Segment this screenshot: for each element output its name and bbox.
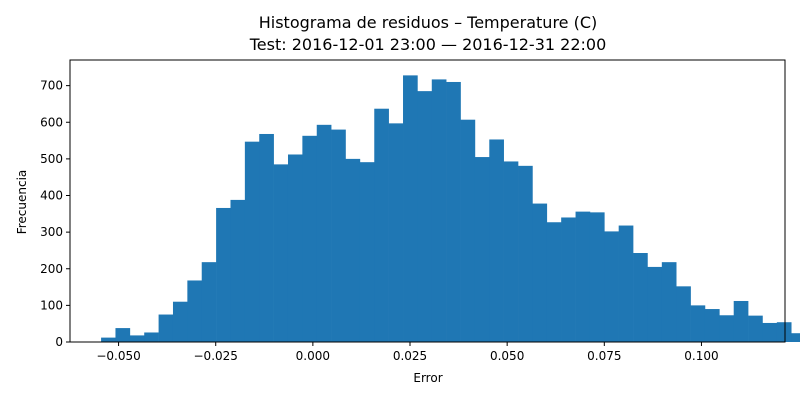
y-tick-label: 200 — [40, 262, 63, 276]
plot-frame — [69, 59, 786, 343]
histogram-bar — [561, 217, 576, 342]
histogram-bar — [604, 231, 619, 342]
histogram-bar — [690, 305, 706, 342]
histogram-bar — [172, 301, 188, 342]
chart-title: Histograma de residuos – Temperature (C) — [259, 13, 598, 32]
histogram-bar — [575, 211, 591, 342]
histogram-bar — [633, 253, 648, 342]
histogram-bar — [748, 315, 763, 342]
histogram-bar — [158, 314, 174, 342]
histogram-bar — [115, 328, 131, 342]
histogram-bar — [776, 322, 792, 342]
histogram-bar — [676, 286, 691, 342]
histogram-bar — [474, 157, 490, 342]
histogram-bar — [546, 222, 562, 342]
histogram-bar — [733, 300, 749, 342]
histogram-bar — [489, 139, 504, 342]
histogram-bar — [417, 91, 433, 342]
y-axis-label: Frecuencia — [15, 170, 29, 235]
histogram-bar — [762, 322, 778, 342]
x-tick-label: −0.050 — [96, 349, 140, 363]
y-axis-ticks: 0 100 200 300 400 500 600 700 — [40, 79, 70, 349]
histogram-bar — [431, 79, 447, 342]
x-tick-label: 0.100 — [684, 349, 718, 363]
chart-subtitle: Test: 2016-12-01 23:00 — 2016-12-31 22:0… — [249, 35, 607, 54]
bars-group — [101, 75, 800, 342]
histogram-bar — [187, 280, 203, 342]
histogram-bar — [259, 133, 274, 342]
histogram-bar — [532, 203, 548, 342]
histogram-bar — [273, 164, 289, 342]
histogram-bar — [129, 335, 145, 342]
histogram-bar — [704, 309, 720, 342]
x-axis-label: Error — [413, 371, 442, 385]
y-tick-label: 700 — [40, 79, 63, 93]
x-tick-label: 0.000 — [296, 349, 330, 363]
histogram-bar — [589, 212, 605, 342]
histogram-bar — [446, 81, 461, 342]
histogram-bar — [719, 315, 735, 342]
histogram-bar — [618, 225, 634, 342]
y-tick-label: 100 — [40, 298, 63, 312]
histogram-bar — [661, 262, 677, 342]
y-tick-label: 0 — [55, 335, 63, 349]
histogram-bar — [460, 119, 476, 342]
x-tick-label: 0.075 — [587, 349, 621, 363]
histogram-bar — [359, 162, 375, 342]
histogram-bar — [345, 158, 361, 342]
x-axis-ticks: −0.050 −0.025 0.000 0.025 0.050 0.075 0.100 — [96, 342, 719, 363]
histogram-bar — [374, 108, 389, 342]
y-tick-label: 600 — [40, 115, 63, 129]
x-tick-label: 0.025 — [393, 349, 427, 363]
y-tick-label: 300 — [40, 225, 63, 239]
histogram-bar — [403, 75, 418, 342]
x-tick-label: 0.050 — [490, 349, 524, 363]
histogram-bar — [101, 337, 116, 342]
histogram-bar — [244, 141, 260, 342]
x-tick-label: −0.025 — [194, 349, 238, 363]
y-tick-label: 500 — [40, 152, 63, 166]
histogram-bar — [302, 135, 318, 342]
histogram-bar — [647, 266, 663, 342]
histogram-bar — [287, 154, 303, 342]
histogram-bar — [230, 199, 246, 342]
histogram-bar — [331, 129, 346, 342]
histogram-bar — [791, 333, 800, 342]
histogram-bar — [518, 165, 533, 342]
histogram-bar — [316, 124, 332, 342]
histogram-bar — [216, 207, 231, 342]
histogram-bar — [144, 332, 159, 342]
histogram-bar — [388, 123, 404, 342]
histogram-bar — [503, 161, 519, 342]
histogram-bar — [201, 262, 217, 342]
y-tick-label: 400 — [40, 189, 63, 203]
